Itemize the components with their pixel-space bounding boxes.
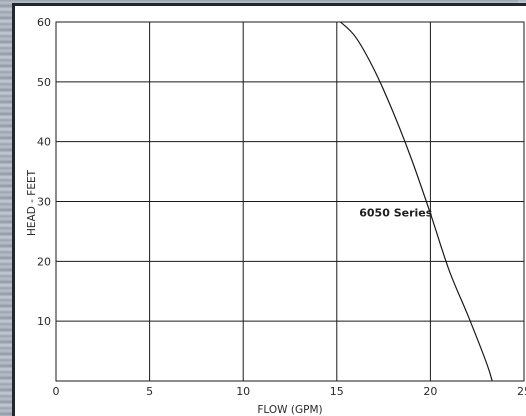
y-tick-label: 10 [37, 315, 51, 328]
series-layer [340, 21, 493, 382]
x-axis-title: FLOW (GPM) [257, 404, 322, 416]
x-tick-label: 25 [517, 385, 526, 398]
grid-layer [55, 21, 525, 382]
y-tick-label: 50 [37, 76, 51, 89]
tick-label-layer: 0 5 10 15 20 25 10 20 30 40 50 60 [37, 16, 526, 398]
y-tick-label: 30 [37, 196, 51, 209]
x-tick-label: 15 [330, 385, 344, 398]
x-tick-label: 5 [146, 385, 153, 398]
y-tick-label: 60 [37, 16, 51, 29]
y-tick-label: 20 [37, 255, 51, 268]
x-tick-label: 0 [53, 385, 60, 398]
x-tick-label: 10 [236, 385, 250, 398]
y-axis-title: HEAD - FEET [26, 169, 38, 236]
x-tick-label: 20 [423, 385, 437, 398]
series-annotation-label: 6050 Series [359, 206, 432, 219]
y-tick-label: 40 [37, 136, 51, 149]
series-line-6050 [340, 21, 493, 382]
